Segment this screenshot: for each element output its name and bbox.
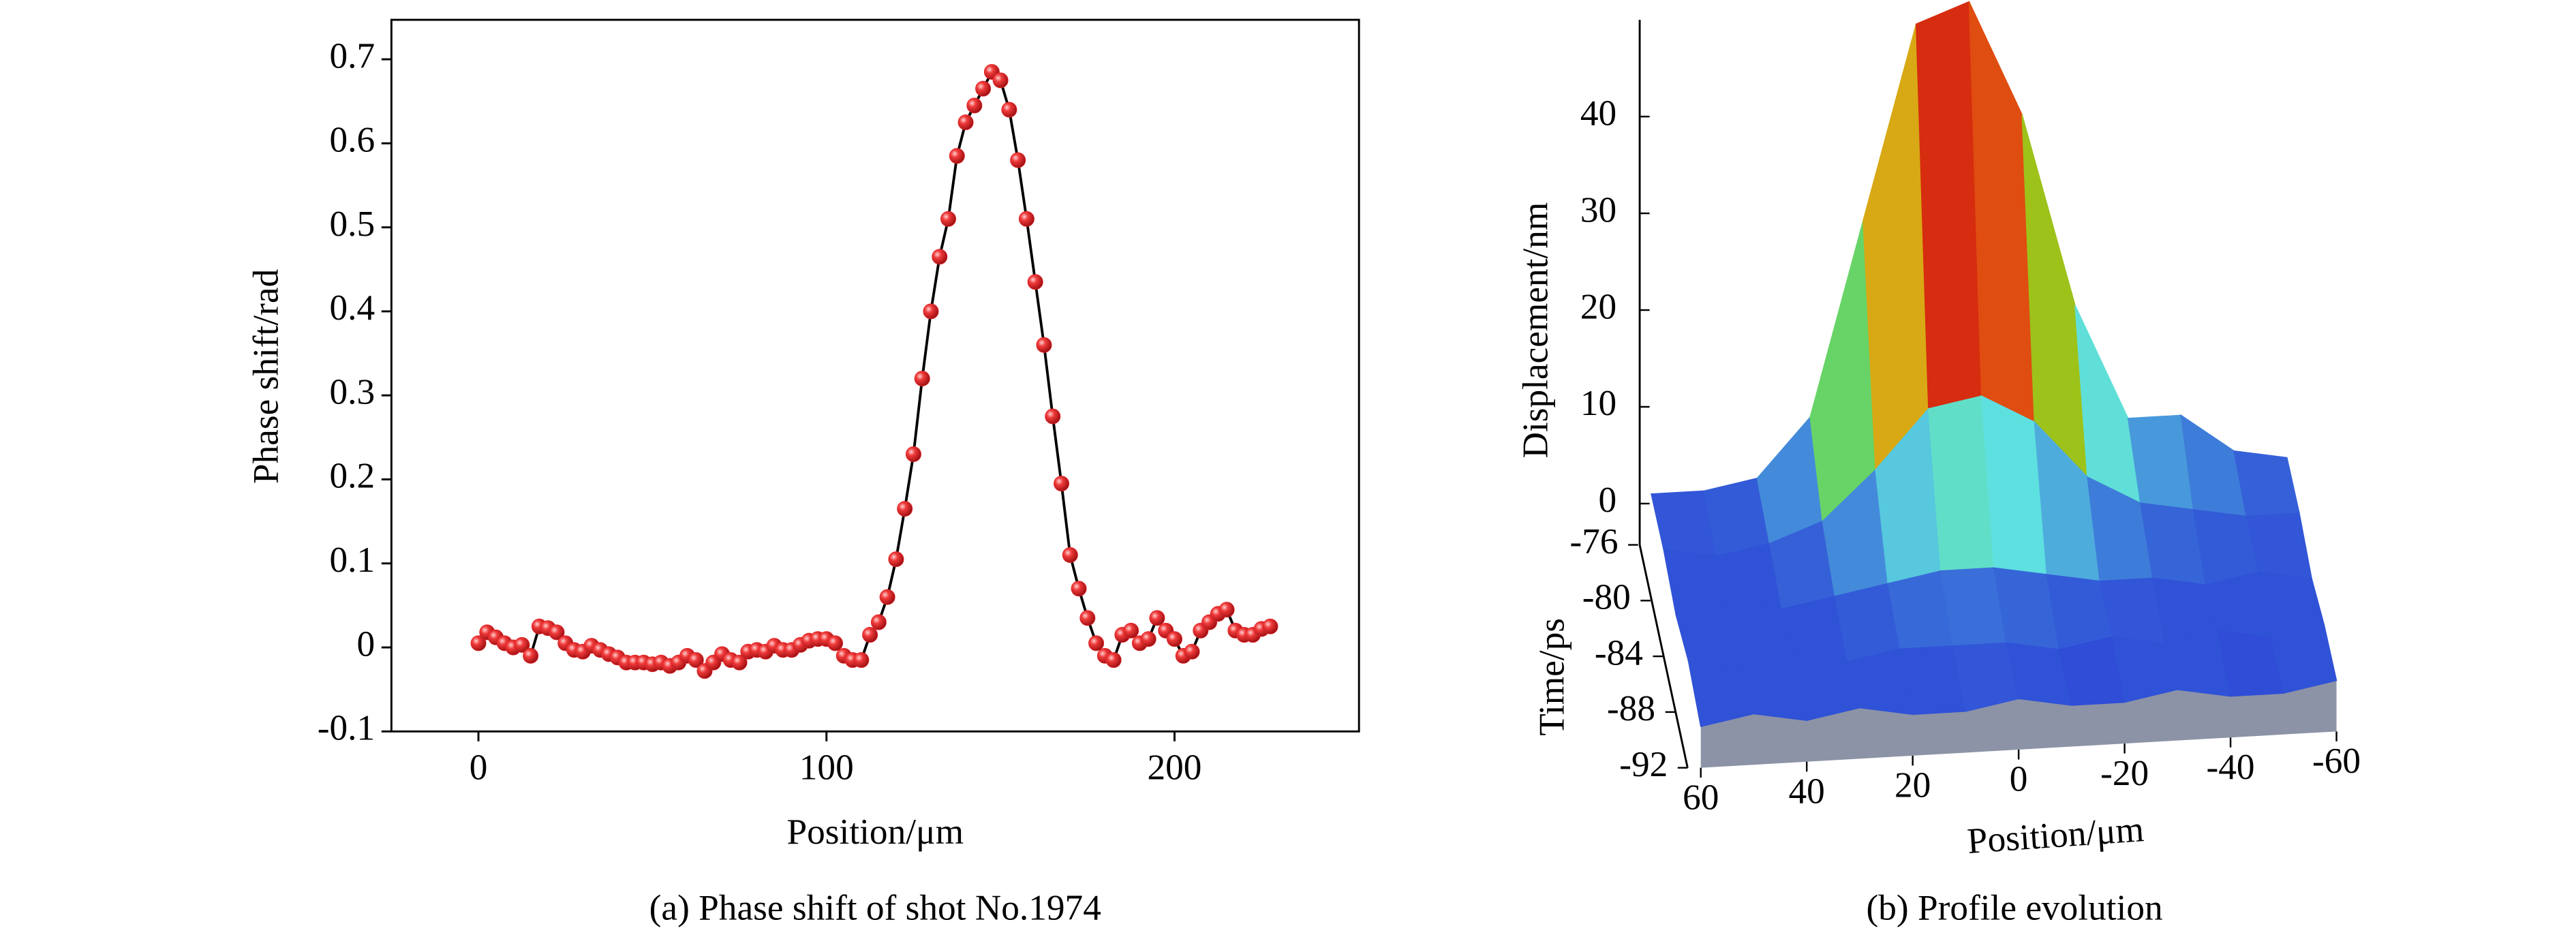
y-tick-label: -76 [1570,521,1619,562]
data-point [1045,408,1061,425]
fit-line [477,70,1271,673]
data-point [827,635,844,651]
data-point [523,647,539,664]
data-point [1054,476,1070,492]
data-point [1140,631,1156,647]
data-point [1262,618,1278,634]
surface-patch [2270,624,2337,694]
data-point [1166,631,1183,647]
data-point [470,635,487,651]
data-point [888,551,904,568]
data-point [688,652,704,669]
x-tick-label: 0 [2010,759,2028,799]
data-point [932,249,948,265]
x-axis-label: Position/μm [786,812,964,852]
data-point [1027,274,1043,290]
y-tick-label: -92 [1619,744,1668,784]
y-axis-label: Phase shift/rad [245,269,286,484]
y-tick-label: -0.1 [318,708,375,748]
data-point [1218,602,1235,618]
z-tick-label: 10 [1580,383,1616,423]
y-axis-label: Time/ps [1532,618,1572,736]
data-point [549,624,565,641]
data-point [975,80,992,97]
x-tick-label: -20 [2100,753,2149,793]
x-tick-label: 60 [1683,777,1719,817]
data-point [1184,643,1200,660]
data-point [1149,610,1165,626]
y-tick-label: 0.7 [330,35,375,76]
x-tick-label: -40 [2207,747,2255,787]
data-point [923,303,939,320]
data-point [1071,581,1087,597]
data-point [1079,610,1096,626]
z-axis-label: Displacement/nm [1516,202,1556,459]
y-tick-label: -84 [1595,632,1643,673]
data-point [940,211,957,227]
z-tick-label: 20 [1580,286,1616,326]
y-tick-label: -88 [1607,688,1655,728]
front-face [1700,680,2337,768]
x-tick-label: 200 [1148,748,1202,788]
data-point [731,654,748,671]
chart-a: -0.1 0 0.1 0.2 0.3 0.4 0.5 0.6 0.7 0 100 200 [318,18,1360,788]
data-point [862,627,878,643]
data-point [1105,652,1122,669]
data-point [905,446,921,462]
y-tick-label: 0.4 [330,288,375,328]
z-tick-label: 40 [1580,93,1616,133]
data-point [870,614,887,630]
chart-b: 0 10 20 30 40 -76 -80 -84 -88 -92 60 40 20 0 -20 -40 -60 [1570,1,2361,817]
x-tick-label: 20 [1895,765,1931,805]
data-point [914,371,930,387]
data-point [514,636,530,653]
x-tick-label: -60 [2312,741,2361,781]
data-point [897,501,913,517]
data-point [949,148,965,164]
y-tick-label: 0.6 [330,120,375,160]
data-point [1001,102,1017,118]
y-tick-label: 0.3 [330,371,375,412]
data-point [1010,152,1026,168]
x-axis-label: Position/μm [1966,809,2145,861]
data-point [1088,635,1105,651]
y-tick-label: 0.5 [330,204,375,244]
data-point [1062,547,1078,563]
z-tick-label: 0 [1599,480,1617,520]
y-tick-label: -80 [1582,577,1631,617]
x-tick-label: 100 [799,748,854,788]
data-point [1123,622,1139,639]
plot-frame [390,18,1360,733]
x-tick-label: 0 [470,748,488,788]
y-tick-label: 0.2 [330,456,375,496]
caption: (a) Phase shift of shot No.1974 [649,888,1101,928]
x-tick-label: 40 [1789,771,1825,811]
y-tick-label: 0.1 [330,540,375,580]
data-point [1036,337,1052,353]
data-point [1018,211,1034,227]
data-point [853,652,870,669]
data-point [966,97,983,114]
data-point [992,72,1009,89]
data-point [879,589,895,605]
caption: (b) Profile evolution [1866,888,2162,928]
y-tick-label: 0 [356,624,375,664]
y-axis [1638,544,1689,768]
z-tick-label: 30 [1580,189,1616,230]
data-point [957,114,974,130]
